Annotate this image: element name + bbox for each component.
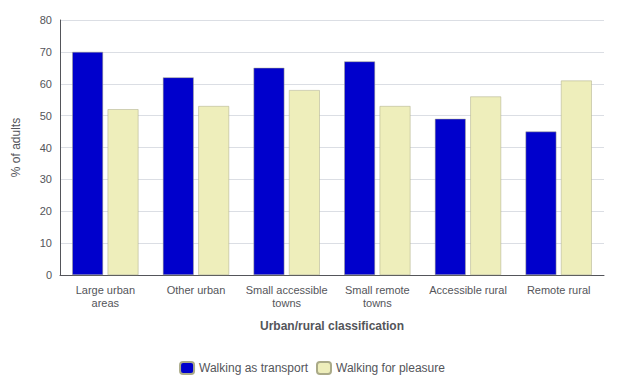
svg-text:20: 20	[40, 205, 52, 217]
svg-text:Walking as transport: Walking as transport	[199, 361, 309, 375]
svg-text:80: 80	[40, 14, 52, 26]
svg-text:towns: towns	[363, 297, 392, 309]
svg-text:towns: towns	[272, 297, 301, 309]
svg-text:Other urban: Other urban	[167, 284, 226, 296]
svg-text:70: 70	[40, 46, 52, 58]
svg-text:60: 60	[40, 78, 52, 90]
svg-text:50: 50	[40, 110, 52, 122]
svg-text:Small remote: Small remote	[345, 284, 410, 296]
svg-text:Urban/rural classification: Urban/rural classification	[260, 319, 404, 333]
svg-text:10: 10	[40, 237, 52, 249]
svg-text:40: 40	[40, 142, 52, 154]
svg-text:Remote rural: Remote rural	[527, 284, 591, 296]
svg-text:30: 30	[40, 173, 52, 185]
svg-text:Large urban: Large urban	[76, 284, 135, 296]
svg-text:areas: areas	[92, 297, 120, 309]
svg-text:Walking for pleasure: Walking for pleasure	[336, 361, 445, 375]
svg-text:% of adults: % of adults	[9, 118, 23, 177]
svg-text:Small accessible: Small accessible	[246, 284, 328, 296]
svg-text:0: 0	[46, 269, 52, 281]
svg-text:Accessible rural: Accessible rural	[429, 284, 507, 296]
